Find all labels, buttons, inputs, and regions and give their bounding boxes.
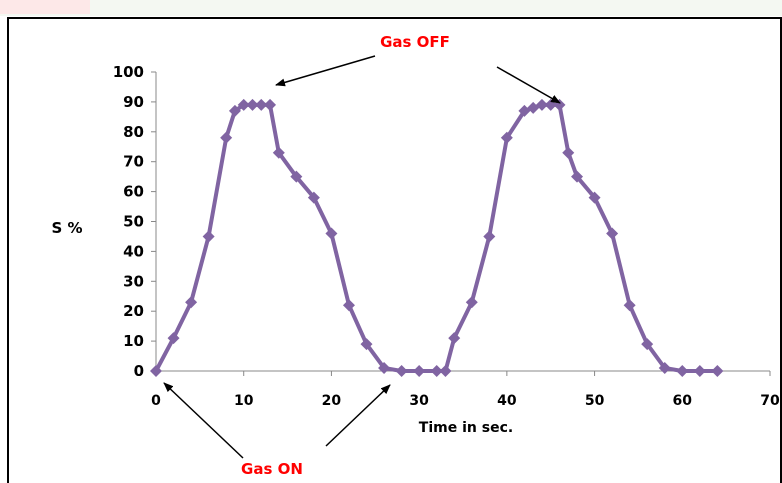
series-layer [150,98,724,377]
data-point-marker [272,146,285,159]
x-tick-label: 10 [234,393,254,409]
data-point-marker [395,365,408,377]
annotation-gas-off: Gas OFF [380,33,450,51]
x-tick-label: 20 [322,393,342,409]
data-point-marker [185,296,198,309]
data-point-marker [676,365,689,377]
arrow-gas-off-left [275,55,376,87]
x-tick-label: 0 [151,393,161,409]
data-point-marker [606,227,619,240]
y-tick-label: 10 [123,332,144,350]
y-tick-label: 0 [134,362,144,380]
data-point-marker [535,98,548,111]
axes: 0 10 20 30 40 50 60 70 80 90 100 0 10 20 30 40 50 60 70 [113,63,780,409]
data-point-marker [693,365,706,377]
data-point-marker [167,332,180,345]
data-point-marker [150,365,162,377]
data-point-marker [307,191,320,204]
arrow-gas-off-right [496,66,561,104]
arrow-gas-on-right [325,384,391,447]
data-point-marker [439,365,452,377]
y-tick-label: 20 [123,302,144,320]
data-point-marker [562,146,575,159]
data-point-marker [237,98,250,111]
data-point-marker [430,365,443,377]
data-point-marker [360,338,373,351]
data-point-marker [378,362,391,375]
chart-border [7,17,782,483]
y-tick-label: 100 [113,63,144,81]
y-axis-label: S % [51,219,82,237]
data-point-marker [255,98,268,111]
data-point-marker [588,191,601,204]
header-strip [0,0,782,16]
data-point-marker [641,338,654,351]
x-tick-label: 50 [585,393,605,409]
data-point-marker [571,170,584,183]
data-point-marker [264,98,277,111]
data-point-marker [623,299,636,312]
data-point-marker [448,332,461,345]
data-point-marker [711,365,724,377]
arrow-gas-on-left [163,382,244,459]
data-point-marker [220,131,233,144]
y-tick-label: 80 [123,123,144,141]
annotation-gas-on: Gas ON [241,460,303,478]
y-tick-label: 50 [123,213,144,231]
data-point-marker [500,131,513,144]
data-point-marker [290,170,303,183]
data-point-marker [325,227,338,240]
y-tick-label: 70 [123,153,144,171]
data-point-marker [658,362,671,375]
data-point-marker [483,230,496,243]
x-tick-label: 60 [673,393,693,409]
x-axis-label: Time in sec. [419,420,513,436]
data-point-marker [246,98,259,111]
data-point-marker [413,365,426,377]
data-point-marker [202,230,215,243]
x-tick-label: 70 [760,393,780,409]
data-point-marker [342,299,355,312]
y-tick-label: 90 [123,93,144,111]
header-strip-accent [0,0,90,14]
data-point-marker [465,296,478,309]
y-tick-label: 60 [123,183,144,201]
data-point-marker [228,104,241,117]
x-tick-label: 40 [497,393,517,409]
y-tick-label: 30 [123,272,144,290]
x-tick-label: 30 [409,393,429,409]
y-tick-label: 40 [123,242,144,260]
